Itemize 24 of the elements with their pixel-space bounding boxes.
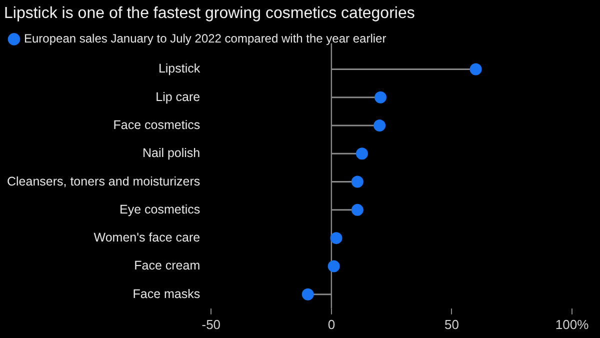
y-tick-label: Women's face care [94,230,200,245]
x-tick-label: 50 [444,316,459,332]
point [374,91,386,104]
point [374,120,386,132]
x-tick-label: 0 [328,316,336,332]
y-tick-label: Face masks [132,286,200,301]
y-tick-label: Nail polish [142,146,200,160]
y-tick-label: Lipstick [158,62,201,76]
y-tick-label: Eye cosmetics [120,202,200,216]
y-tick-label: Face cream [134,258,200,273]
y-tick-label: Lip care [156,90,200,104]
point [328,260,340,272]
point [470,63,482,76]
point [351,176,364,188]
point [351,204,364,216]
y-tick-label: Cleansers, toners and moisturizers [6,174,200,188]
x-tick-label: 100% [555,316,590,332]
x-tick-label: -50 [202,316,221,332]
point [330,232,342,244]
y-tick-label: Face cosmetics [113,118,200,132]
point [356,148,368,160]
point [302,288,314,300]
chart-title: Lipstick is one of the fastest growing cosmetics categories [4,5,415,22]
legend-label: European sales January to July 2022 compared with the year earlier [24,32,386,46]
